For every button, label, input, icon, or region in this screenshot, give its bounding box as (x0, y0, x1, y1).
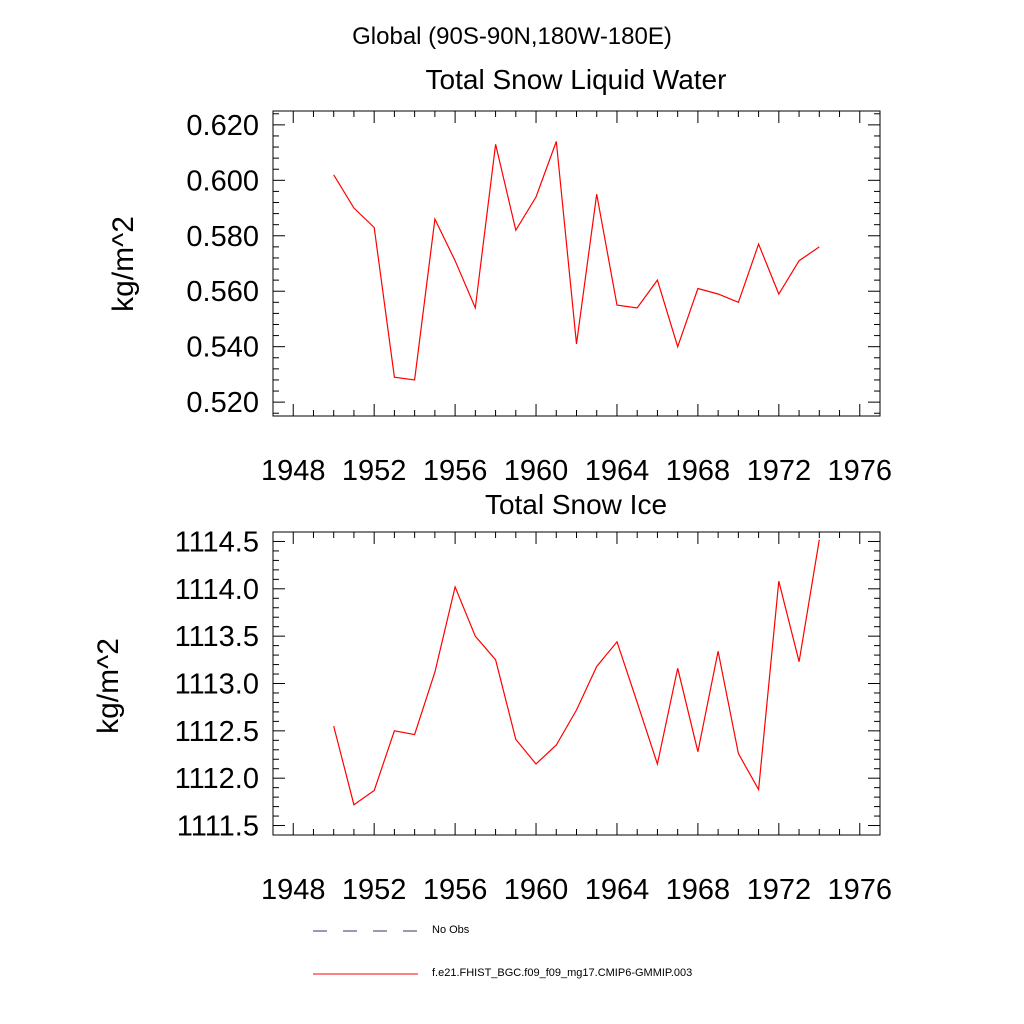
snow-liquid-water-panel: Total Snow Liquid Water kg/m^2 1948 1952 1… (107, 64, 892, 487)
y-tick-label: 0.560 (186, 276, 259, 308)
y-tick-label: 0.540 (186, 332, 259, 364)
plot-frame (272, 531, 881, 836)
y-tick-label: 0.580 (186, 221, 259, 253)
x-tick-label: 1952 (342, 455, 407, 487)
x-tick-label: 1976 (828, 874, 893, 906)
x-tick-label: 1968 (666, 874, 731, 906)
x-tick-label: 1964 (585, 455, 650, 487)
series-line (333, 141, 820, 381)
y-tick-label: 1112.5 (175, 716, 259, 748)
panel-title: Total Snow Liquid Water (426, 64, 727, 95)
y-axis-label: kg/m^2 (107, 216, 140, 312)
y-axis-label: kg/m^2 (92, 638, 125, 734)
y-tick-label: 1112.0 (175, 763, 259, 795)
y-tick-label: 1114.0 (175, 574, 259, 606)
y-tick-label: 1113.0 (175, 669, 259, 701)
series-line (333, 539, 820, 806)
y-tick-label: 1113.5 (175, 621, 259, 653)
figure-supertitle: Global (90S-90N,180W-180E) (352, 23, 672, 50)
y-tick-label: 1111.5 (177, 811, 259, 843)
y-tick-label: 0.620 (186, 110, 259, 142)
x-tick-label: 1948 (261, 455, 326, 487)
y-tick-label: 0.600 (186, 165, 259, 197)
x-tick-label: 1956 (423, 455, 488, 487)
x-tick-label: 1960 (504, 874, 569, 906)
plot-frame (272, 110, 881, 417)
series-group (333, 141, 820, 381)
axes-frame (272, 110, 881, 417)
ticks-group: 1948 1952 1956 1960 1964 1968 1972 1976 0.520 0.5… (186, 110, 892, 487)
y-tick-label: 1114.5 (175, 526, 259, 558)
panel-title: Total Snow Ice (485, 489, 667, 520)
series-group (333, 539, 820, 806)
ticks-group: 1948 1952 1956 1960 1964 1968 1972 1976 1111.5 11… (175, 526, 892, 906)
x-tick-label: 1972 (747, 874, 812, 906)
x-tick-label: 1956 (423, 874, 488, 906)
legend: No Obs f.e21.FHIST_BGC.f09_f09_mg17.CMIP… (313, 924, 692, 979)
x-tick-label: 1960 (504, 455, 569, 487)
x-tick-label: 1964 (585, 874, 650, 906)
x-tick-label: 1968 (666, 455, 731, 487)
x-tick-label: 1972 (747, 455, 812, 487)
y-tick-label: 0.520 (186, 387, 259, 419)
legend-label-no-obs: No Obs (432, 924, 470, 936)
legend-label-model-run: f.e21.FHIST_BGC.f09_f09_mg17.CMIP6-GMMIP… (432, 967, 692, 979)
x-tick-label: 1976 (828, 455, 893, 487)
axes-frame (272, 531, 881, 836)
x-tick-label: 1952 (342, 874, 407, 906)
snow-ice-panel: Total Snow Ice kg/m^2 1948 1952 1956 1960 19… (92, 489, 892, 906)
x-tick-label: 1948 (261, 874, 326, 906)
